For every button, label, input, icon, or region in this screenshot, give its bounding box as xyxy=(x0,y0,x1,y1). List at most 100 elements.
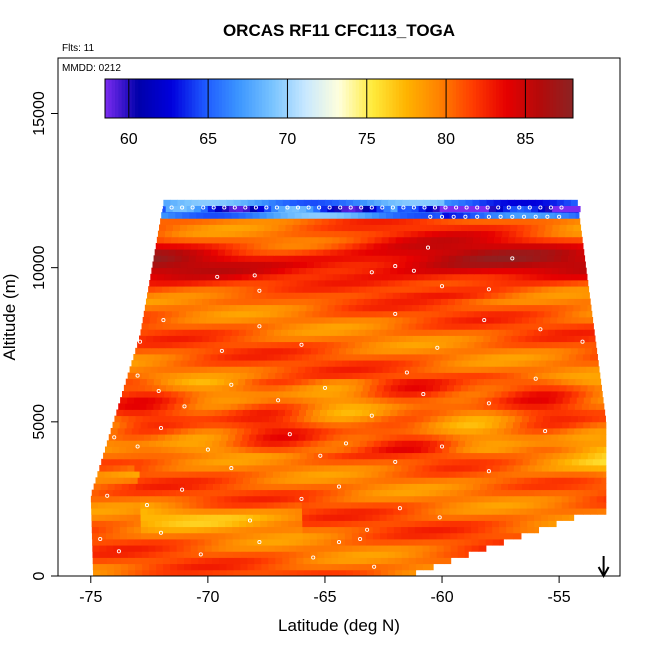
heatmap-cell xyxy=(239,520,247,528)
heatmap-cell xyxy=(197,397,205,404)
heatmap-cell xyxy=(273,354,282,361)
heatmap-cell xyxy=(397,477,406,484)
heatmap-cell xyxy=(288,526,296,534)
heatmap-cell xyxy=(460,304,469,312)
heatmap-cell xyxy=(317,569,326,577)
colorbar-swatch xyxy=(466,79,470,118)
heatmap-cell xyxy=(230,335,238,343)
heatmap-cell xyxy=(324,545,332,552)
heatmap-cell xyxy=(275,440,283,447)
heatmap-cell xyxy=(203,514,212,521)
heatmap-cell xyxy=(358,397,367,404)
heatmap-cell xyxy=(240,551,248,558)
heatmap-cell xyxy=(211,520,219,528)
heatmap-cell xyxy=(581,403,590,410)
heatmap-cell xyxy=(587,384,595,392)
heatmap-cell xyxy=(353,199,361,207)
heatmap-cell xyxy=(386,520,395,528)
heatmap-cell xyxy=(316,249,324,256)
heatmap-cell xyxy=(261,199,270,207)
heatmap-cell xyxy=(283,317,291,324)
heatmap-cell xyxy=(328,298,337,306)
heatmap-cell xyxy=(168,446,176,454)
heatmap-cell xyxy=(308,471,316,478)
heatmap-cell xyxy=(231,421,240,429)
heatmap-cell xyxy=(412,298,421,306)
heatmap-cell xyxy=(253,526,261,534)
heatmap-cell xyxy=(476,403,484,410)
heatmap-cell xyxy=(474,434,482,441)
heatmap-cell xyxy=(460,409,468,417)
heatmap-cell xyxy=(163,317,172,324)
heatmap-cell xyxy=(172,304,181,312)
colorbar-swatch xyxy=(292,79,297,118)
heatmap-cell xyxy=(203,508,212,515)
sample-point xyxy=(557,214,562,219)
heatmap-cell xyxy=(412,428,421,435)
heatmap-cell xyxy=(475,360,484,367)
heatmap-cell xyxy=(168,514,177,521)
heatmap-cell xyxy=(585,317,593,324)
heatmap-cell xyxy=(191,280,199,287)
heatmap-cell xyxy=(344,397,353,404)
heatmap-cell xyxy=(288,520,296,528)
heatmap-cell xyxy=(386,421,394,429)
heatmap-cell xyxy=(243,224,251,232)
heatmap-cell xyxy=(465,317,474,324)
heatmap-cell xyxy=(231,378,239,386)
heatmap-cell xyxy=(211,323,220,330)
heatmap-cell xyxy=(274,545,283,552)
heatmap-cell xyxy=(417,434,426,441)
heatmap-cell xyxy=(248,458,257,466)
heatmap-cell xyxy=(566,261,575,269)
heatmap-cell xyxy=(203,520,212,528)
sample-point xyxy=(123,321,128,326)
heatmap-cell xyxy=(559,261,568,269)
heatmap-cell xyxy=(421,446,429,454)
heatmap-cell xyxy=(445,310,454,318)
heatmap-cell xyxy=(204,465,213,472)
heatmap-cell xyxy=(398,360,406,367)
heatmap-cell xyxy=(531,206,539,213)
heatmap-cell xyxy=(218,539,226,546)
heatmap-cell xyxy=(506,520,514,528)
heatmap-cell xyxy=(429,286,437,293)
heatmap-cell xyxy=(120,551,129,558)
heatmap-cell xyxy=(155,551,164,558)
heatmap-cell xyxy=(477,329,486,336)
heatmap-cell xyxy=(457,323,466,330)
heatmap-cell xyxy=(218,397,226,404)
chart-title: ORCAS RF11 CFC113_TOGA xyxy=(223,21,455,40)
heatmap-cell xyxy=(463,292,471,299)
heatmap-cell xyxy=(289,199,298,207)
heatmap-cell xyxy=(303,372,311,380)
heatmap-cell xyxy=(194,384,202,392)
heatmap-cell xyxy=(588,403,597,410)
heatmap-cell xyxy=(312,310,320,318)
heatmap-cell xyxy=(518,403,527,410)
heatmap-cell xyxy=(525,255,534,262)
heatmap-cell xyxy=(320,409,328,417)
heatmap-cell xyxy=(203,292,211,299)
heatmap-cell xyxy=(599,391,603,398)
heatmap-cell xyxy=(208,384,216,392)
heatmap-cell xyxy=(426,261,434,269)
heatmap-cell xyxy=(561,292,569,299)
heatmap-cell xyxy=(603,502,607,509)
heatmap-cell xyxy=(149,440,157,447)
heatmap-cell xyxy=(351,354,359,361)
heatmap-cell xyxy=(374,199,382,207)
heatmap-cell xyxy=(364,446,373,454)
heatmap-cell xyxy=(482,304,490,312)
heatmap-cell xyxy=(483,298,491,306)
heatmap-cell xyxy=(189,514,198,521)
heatmap-cell xyxy=(462,335,470,343)
heatmap-cell xyxy=(192,391,200,398)
heatmap-cell xyxy=(347,273,355,281)
heatmap-cell xyxy=(285,384,293,392)
heatmap-cell xyxy=(463,502,471,509)
heatmap-cell xyxy=(508,483,516,491)
heatmap-cell xyxy=(311,483,319,491)
heatmap-cell xyxy=(204,372,213,380)
heatmap-cell xyxy=(150,391,158,398)
